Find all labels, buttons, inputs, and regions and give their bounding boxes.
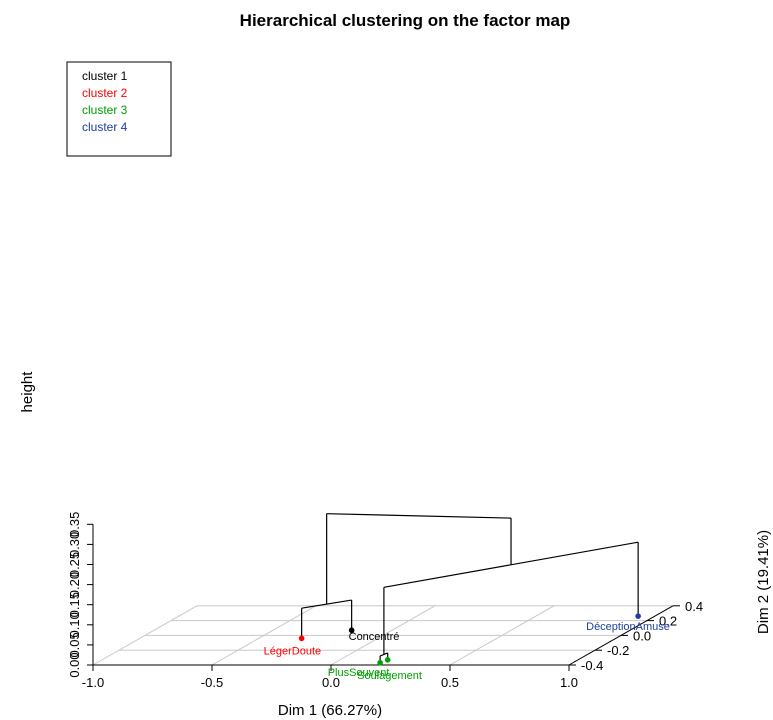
z-axis-label: height xyxy=(19,371,36,413)
axes: -1.0 -0.5 0.0 0.5 1.0-0.4-0.20.00.20.40.000.… xyxy=(67,512,703,690)
z-tick-label: 0.15 xyxy=(67,592,82,617)
chart-title: Hierarchical clustering on the factor ma… xyxy=(240,11,571,30)
dendrogram-tree xyxy=(301,513,639,663)
legend: cluster 1 cluster 2 cluster 3 cluster 4 xyxy=(66,61,172,157)
x-tick-label: 0.5 xyxy=(441,675,459,690)
z-tick-label: 0.35 xyxy=(67,512,82,537)
x-tick-label: 0.0 xyxy=(322,675,340,690)
x-tick-label: -0.5 xyxy=(201,675,223,690)
x-axis-label: Dim 1 (66.27%) xyxy=(278,702,382,719)
y-tick-label: 0.0 xyxy=(633,628,651,643)
z-tick-label: 0.05 xyxy=(67,632,82,657)
point-label: LégerDoute xyxy=(264,645,322,657)
z-tick-label: 0.00 xyxy=(67,652,82,677)
point-1 xyxy=(298,635,305,642)
z-tick-label: 0.10 xyxy=(67,612,82,637)
point-label: Soulagement xyxy=(357,670,422,682)
merge-link-4 xyxy=(326,513,512,519)
point-4 xyxy=(635,613,641,619)
legend-item: cluster 4 xyxy=(82,120,128,134)
point-3 xyxy=(377,659,383,666)
x-tick-label: -1.0 xyxy=(82,675,104,690)
y-tick-label: -0.4 xyxy=(581,658,603,673)
legend-item: cluster 3 xyxy=(82,103,128,117)
point-label: PlusSouvent xyxy=(328,667,390,679)
point-0 xyxy=(348,627,355,634)
point-label: Concentré xyxy=(349,631,400,643)
x-tick-label: 1.0 xyxy=(560,675,578,690)
y-tick-label: 0.4 xyxy=(685,599,703,614)
individual-points: Concentré LégerDoute PlusSouventSoulagemen… xyxy=(264,613,670,682)
z-tick-label: 0.30 xyxy=(67,532,82,557)
y-axis-label: Dim 2 (19.41%) xyxy=(755,530,772,634)
z-tick-label: 0.20 xyxy=(67,572,82,597)
y-tick-label: -0.2 xyxy=(607,643,629,658)
legend-box xyxy=(66,61,172,157)
legend-item: cluster 2 xyxy=(82,86,128,100)
point-2 xyxy=(384,657,391,663)
legend-item: cluster 1 xyxy=(82,69,128,83)
point-label: DéceptionAmuse xyxy=(586,621,670,633)
z-tick-label: 0.25 xyxy=(67,552,82,577)
y-tick-label: 0.2 xyxy=(659,614,677,629)
